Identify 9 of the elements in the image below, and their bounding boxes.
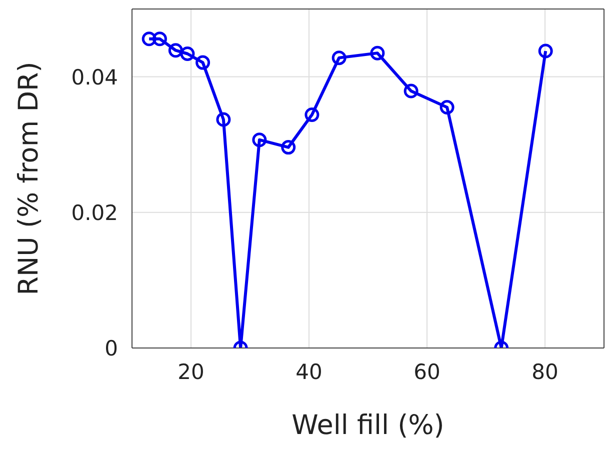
x-axis-title: Well fill (%) bbox=[292, 410, 444, 441]
x-tick-label: 40 bbox=[296, 360, 322, 384]
y-axis-title: RNU (% from DR) bbox=[14, 62, 45, 296]
y-tick-label: 0.04 bbox=[71, 65, 118, 90]
x-tick-label: 20 bbox=[178, 360, 204, 384]
y-tick-label: 0.02 bbox=[71, 200, 118, 225]
x-tick-label: 60 bbox=[414, 360, 440, 384]
y-tick-label: 0 bbox=[104, 336, 118, 360]
x-tick-label: 80 bbox=[532, 360, 558, 384]
